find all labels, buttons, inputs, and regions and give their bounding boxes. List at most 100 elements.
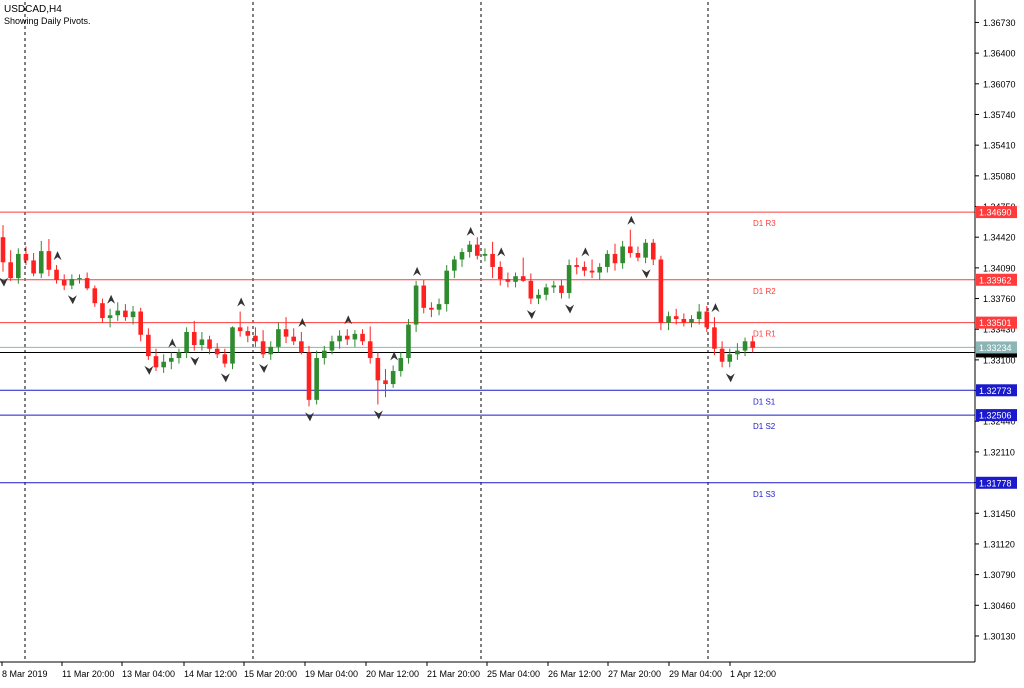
time-tick-label: 26 Mar 12:00: [548, 669, 601, 679]
fractal-up-icon: [53, 251, 62, 261]
price-tick-label: 1.31450: [983, 509, 1016, 519]
candle-body: [375, 358, 381, 381]
candle-body: [429, 307, 434, 310]
pivot-price-tag-text: 1.32773: [979, 386, 1012, 396]
pivot-name-label: D1 R2: [753, 287, 776, 296]
chart-subtitle: Showing Daily Pivots.: [4, 16, 91, 26]
pivot-price-tag-text: 1.34690: [979, 208, 1012, 218]
candle-body: [169, 358, 174, 362]
time-tick-label: 14 Mar 12:00: [184, 669, 237, 679]
candle-body: [497, 266, 503, 280]
candle-body: [559, 285, 564, 293]
candle-body: [582, 266, 587, 271]
candle-body: [0, 237, 6, 263]
current-price-tag: [976, 341, 1017, 354]
pivot-price-tag: [976, 476, 1017, 489]
fractal-up-icon: [497, 247, 506, 257]
candle-body: [452, 259, 457, 271]
current-price-tag-text: 1.33234: [979, 343, 1012, 353]
fractal-down-icon: [220, 373, 230, 383]
time-tick-label: 20 Mar 12:00: [366, 669, 419, 679]
candle-body: [543, 287, 549, 295]
pivot-name-label: D1 S1: [753, 397, 776, 406]
candle-body: [222, 354, 228, 364]
candle-body: [8, 262, 13, 279]
candle-body: [31, 260, 36, 274]
candle-body: [322, 350, 327, 359]
pivot-price-tag: [976, 409, 1017, 422]
pivot-name-label: D1 R1: [753, 330, 776, 339]
fractal-up-icon: [107, 294, 116, 304]
candle-body: [344, 335, 350, 340]
candle-body: [635, 252, 641, 258]
fractal-down-icon: [190, 356, 200, 366]
price-tick-label: 1.30130: [983, 631, 1016, 641]
candle-body: [100, 303, 105, 319]
candle-body: [77, 278, 82, 280]
fractal-down-icon: [144, 365, 154, 375]
fractal-down-icon: [725, 373, 735, 383]
candle-body: [413, 285, 419, 325]
price-tick-label: 1.36730: [983, 18, 1016, 28]
candle-body: [459, 252, 465, 260]
candle-body: [314, 358, 319, 400]
candle-body: [230, 327, 235, 364]
candle-body: [742, 341, 748, 351]
pivot-price-tag: [976, 384, 1017, 397]
candle-body: [283, 329, 289, 337]
fractal-up-icon: [168, 338, 177, 348]
fractal-up-icon: [298, 318, 307, 327]
candle-body: [306, 352, 312, 400]
pivot-name-label: D1 S3: [753, 490, 776, 499]
fractal-down-icon: [565, 304, 575, 314]
fractal-up-icon: [344, 315, 353, 325]
candle-body: [329, 341, 335, 351]
price-tick-label: 1.30460: [983, 601, 1016, 611]
candle-body: [54, 269, 59, 280]
time-tick-label: 19 Mar 04:00: [305, 669, 358, 679]
candle-body: [191, 332, 197, 346]
period-separators: [24, 2, 709, 662]
pivot-price-tag-text: 1.32506: [979, 411, 1012, 421]
candle-body: [612, 253, 618, 264]
price-tick-label: 1.32110: [983, 447, 1015, 457]
pivot-name-label: D1 S2: [753, 422, 776, 431]
axes: 1.36730 1.36400 1.36070 1.35740 1.35410 1.350…: [0, 0, 1016, 679]
candle-body: [482, 253, 488, 256]
price-tick-label: 1.33760: [983, 294, 1016, 304]
fractal-markers: [0, 215, 735, 422]
candle-body: [505, 279, 511, 282]
price-tick-label: 1.35080: [983, 171, 1016, 181]
candle-body: [406, 324, 411, 359]
time-tick-label: 8 Mar 2019: [2, 669, 48, 679]
candle-body: [650, 242, 656, 260]
time-tick-label: 25 Mar 04:00: [487, 669, 540, 679]
price-tick-label: 1.34090: [983, 263, 1016, 273]
fractal-down-icon: [259, 364, 269, 374]
candle-body: [245, 331, 251, 336]
chart-symbol-title: USDCAD,H4: [4, 4, 62, 15]
candle-body: [291, 336, 296, 342]
candle-body: [574, 265, 580, 267]
candle-body: [490, 253, 495, 267]
candle-body: [84, 278, 90, 289]
candle-body: [605, 253, 610, 267]
price-tick-label: 1.36400: [983, 49, 1016, 59]
fractal-down-icon: [526, 310, 536, 320]
candle-body: [643, 242, 648, 258]
candle-body: [566, 265, 572, 293]
price-tick-label: 1.32440: [983, 417, 1016, 427]
candle-body: [421, 285, 427, 308]
fractal-down-icon: [67, 295, 77, 305]
fractal-up-icon: [413, 266, 422, 276]
candle-body: [38, 251, 44, 274]
candle-body: [536, 294, 541, 299]
time-tick-label: 11 Mar 20:00: [62, 669, 114, 679]
time-tick-label: 13 Mar 04:00: [122, 669, 175, 679]
candle-body: [750, 341, 755, 348]
candle-body: [146, 334, 151, 357]
candle-body: [23, 253, 29, 261]
pivot-price-tag: [976, 206, 1017, 219]
